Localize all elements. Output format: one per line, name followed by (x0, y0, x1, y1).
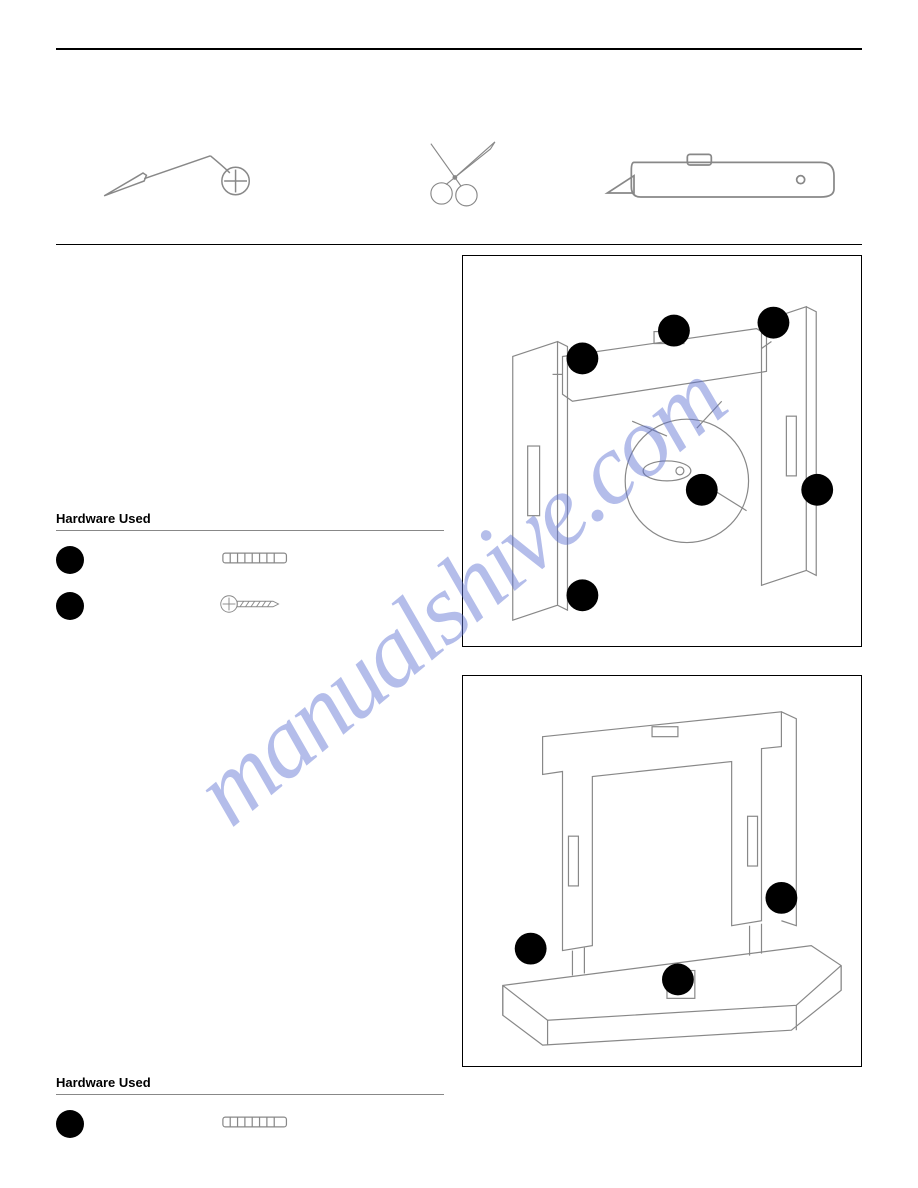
step2-instruction-text (56, 687, 386, 827)
scissors-icon (406, 133, 513, 213)
figure-step1-diagram (463, 256, 861, 646)
hardware-ref-dot (56, 1110, 84, 1138)
tool-utility-knife (593, 133, 862, 218)
manual-page: Hardware Used (0, 0, 918, 1188)
screw-icon (218, 593, 278, 620)
step2-block: Hardware Used (56, 687, 444, 1143)
tool-screwdriver (56, 133, 325, 218)
dowel-icon (218, 547, 278, 574)
tools-rule-divider (56, 244, 862, 245)
step1-block: Hardware Used (56, 511, 444, 625)
hardware-subheading-rule (56, 1094, 444, 1095)
tools-row (56, 120, 862, 230)
hardware-used-heading: Hardware Used (56, 511, 444, 526)
hardware-subheading-rule (56, 530, 444, 531)
screwdriver-icon (87, 133, 293, 213)
figure-step2-diagram (463, 676, 861, 1066)
hardware-row (56, 587, 444, 625)
hardware-used-heading: Hardware Used (56, 1075, 444, 1090)
left-column: Hardware Used (56, 255, 444, 1151)
hardware-row (56, 541, 444, 579)
top-rule-divider (56, 48, 862, 50)
right-column (462, 255, 862, 1151)
figure-step1 (462, 255, 862, 647)
figure-step2 (462, 675, 862, 1067)
hardware-row (56, 1105, 444, 1143)
dowel-icon (218, 1111, 278, 1138)
utility-knife-icon (594, 133, 861, 213)
content-columns: Hardware Used (56, 255, 862, 1151)
hardware-ref-dot (56, 592, 84, 620)
tool-scissors (325, 133, 594, 218)
hardware-ref-dot (56, 546, 84, 574)
